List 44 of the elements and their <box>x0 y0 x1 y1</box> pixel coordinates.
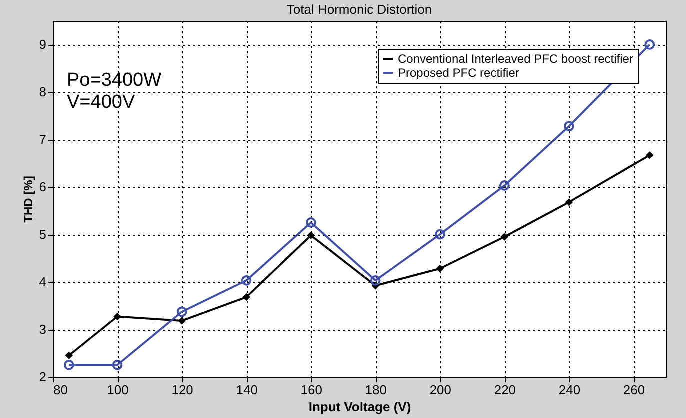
y-tick-label: 3 <box>39 322 46 338</box>
y-axis-title: THD [%] <box>21 176 36 223</box>
annotation: Po=3400W <box>67 70 162 91</box>
x-tick-label: 240 <box>558 382 581 398</box>
y-tick-label: 6 <box>39 180 46 195</box>
x-tick-label: 100 <box>107 382 129 398</box>
point <box>370 275 381 286</box>
y-tick-label: 2 <box>39 370 46 384</box>
y-tick-label: 4 <box>39 274 46 290</box>
point <box>307 232 315 240</box>
legend-label: Proposed PFC rectifier <box>398 66 520 80</box>
point <box>500 233 509 241</box>
point <box>241 275 252 286</box>
point <box>114 312 122 321</box>
point <box>565 198 574 206</box>
y-tick-label: 5 <box>39 227 46 242</box>
point <box>176 306 188 318</box>
y-tick-label: 7 <box>39 132 46 148</box>
x-tick-label: 120 <box>172 382 194 398</box>
x-tick-label: 180 <box>365 382 387 398</box>
x-tick-label: 220 <box>494 382 516 398</box>
point <box>65 352 74 360</box>
point <box>564 121 574 132</box>
point <box>242 293 250 302</box>
point <box>64 360 74 370</box>
point <box>306 218 316 228</box>
x-tick-label: 260 <box>623 382 646 398</box>
point <box>436 264 444 273</box>
point <box>178 317 186 325</box>
x-tick-label: 160 <box>300 382 322 398</box>
chart-title: Total Hormonic Distortion <box>286 2 432 17</box>
point <box>646 151 654 160</box>
point <box>500 180 510 191</box>
y-tick-label: 8 <box>39 84 46 100</box>
x-tick-label: 80 <box>54 382 68 398</box>
point <box>434 229 446 240</box>
x-tick-label: 200 <box>430 382 452 398</box>
legend-label: Conventional Interleaved PFC boost rectifier <box>398 52 634 66</box>
x-axis-title: Input Voltage (V) <box>308 400 412 414</box>
point <box>112 360 123 370</box>
point <box>644 40 656 50</box>
y-tick-label: 9 <box>39 37 46 52</box>
annotation: V=400V <box>67 92 136 113</box>
x-tick-label: 140 <box>236 382 258 398</box>
